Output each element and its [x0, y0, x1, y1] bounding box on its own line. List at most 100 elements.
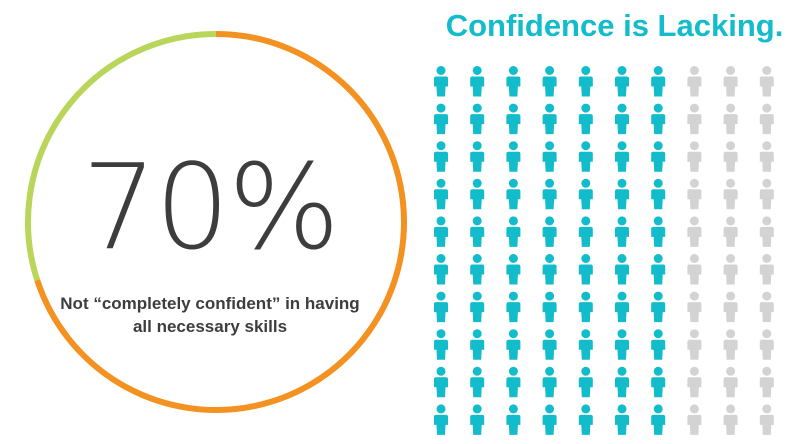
- person-icon: [578, 141, 593, 172]
- person-icon: [506, 178, 521, 210]
- person-icon: [687, 178, 702, 210]
- person-icon: [506, 141, 521, 172]
- person-icon: [434, 366, 448, 398]
- person-icon: [542, 404, 557, 435]
- person-icon: [615, 366, 629, 398]
- person-icon: [470, 254, 485, 285]
- person-icon: [687, 291, 702, 323]
- person-icon: [723, 291, 738, 323]
- person-icon: [470, 216, 485, 247]
- person-icon: [651, 404, 666, 435]
- person-icon: [723, 66, 738, 97]
- stat-value: 70%: [81, 138, 340, 276]
- person-icon: [542, 216, 557, 247]
- person-icon: [506, 404, 521, 435]
- person-icon: [615, 291, 629, 323]
- person-icon: [470, 404, 485, 435]
- person-icon: [615, 178, 629, 210]
- person-icon: [651, 178, 666, 210]
- person-icon: [651, 254, 666, 285]
- person-icon: [651, 141, 666, 172]
- donut-slice-1: [34, 31, 407, 413]
- person-icon: [578, 178, 593, 210]
- person-icon: [759, 178, 774, 210]
- person-icon: [759, 329, 774, 360]
- person-icon: [723, 103, 738, 135]
- person-icon: [542, 141, 557, 172]
- person-icon: [470, 141, 485, 172]
- person-icon: [687, 404, 702, 435]
- donut-ring: [25, 31, 407, 413]
- person-icon: [434, 178, 448, 210]
- person-icon: [578, 366, 593, 398]
- person-icon: [759, 216, 774, 247]
- person-icon: [651, 366, 666, 398]
- person-icon: [506, 291, 521, 323]
- person-icon: [615, 254, 629, 285]
- person-icon: [434, 329, 448, 360]
- person-icon: [687, 254, 702, 285]
- person-icon: [578, 103, 593, 135]
- person-icon: [723, 141, 738, 172]
- person-icon: [615, 141, 629, 172]
- person-icon: [470, 291, 485, 323]
- person-icon: [470, 366, 485, 398]
- person-icon: [651, 216, 666, 247]
- person-icon: [506, 103, 521, 135]
- person-icon: [723, 216, 738, 247]
- person-icon: [687, 329, 702, 360]
- person-icon: [434, 141, 448, 172]
- person-icon: [615, 66, 629, 97]
- person-icon: [723, 178, 738, 210]
- person-icon: [470, 329, 485, 360]
- person-icon: [506, 254, 521, 285]
- stat-caption: Not “completely confident” in having all…: [60, 294, 360, 336]
- person-icon: [578, 291, 593, 323]
- person-icon: [506, 366, 521, 398]
- person-icon: [615, 404, 629, 435]
- person-icon: [434, 291, 448, 323]
- person-icon: [434, 66, 448, 97]
- person-icon: [434, 103, 448, 135]
- person-icon: [723, 366, 738, 398]
- person-icon: [723, 404, 738, 435]
- person-icon: [542, 329, 557, 360]
- person-icon: [687, 366, 702, 398]
- person-icon: [578, 404, 593, 435]
- person-icon: [615, 103, 629, 135]
- person-icon: [542, 103, 557, 135]
- person-icon: [687, 141, 702, 172]
- person-icon: [506, 216, 521, 247]
- person-icon: [759, 66, 774, 97]
- person-icon: [651, 103, 666, 135]
- person-icon: [578, 329, 593, 360]
- person-icon: [687, 66, 702, 97]
- person-icon: [470, 103, 485, 135]
- person-icon: [759, 141, 774, 172]
- person-icon: [651, 329, 666, 360]
- donut-slice-2: [25, 31, 217, 282]
- person-icon: [615, 216, 629, 247]
- person-icon: [578, 66, 593, 97]
- person-icon: [434, 216, 448, 247]
- person-icon: [542, 178, 557, 210]
- person-icon: [759, 103, 774, 135]
- person-icon: [615, 329, 629, 360]
- person-icon: [651, 66, 666, 97]
- person-icon: [542, 366, 557, 398]
- person-icon: [687, 216, 702, 247]
- person-icon: [470, 178, 485, 210]
- person-icon: [759, 404, 774, 435]
- person-icon: [506, 66, 521, 97]
- person-icon: [723, 254, 738, 285]
- person-icon: [651, 291, 666, 323]
- person-icon: [578, 254, 593, 285]
- person-icon: [434, 254, 448, 285]
- person-icon: [723, 329, 738, 360]
- person-icon: [759, 254, 774, 285]
- person-icon: [542, 254, 557, 285]
- person-icon: [542, 66, 557, 97]
- person-icon: [434, 404, 448, 435]
- person-icon: [759, 291, 774, 323]
